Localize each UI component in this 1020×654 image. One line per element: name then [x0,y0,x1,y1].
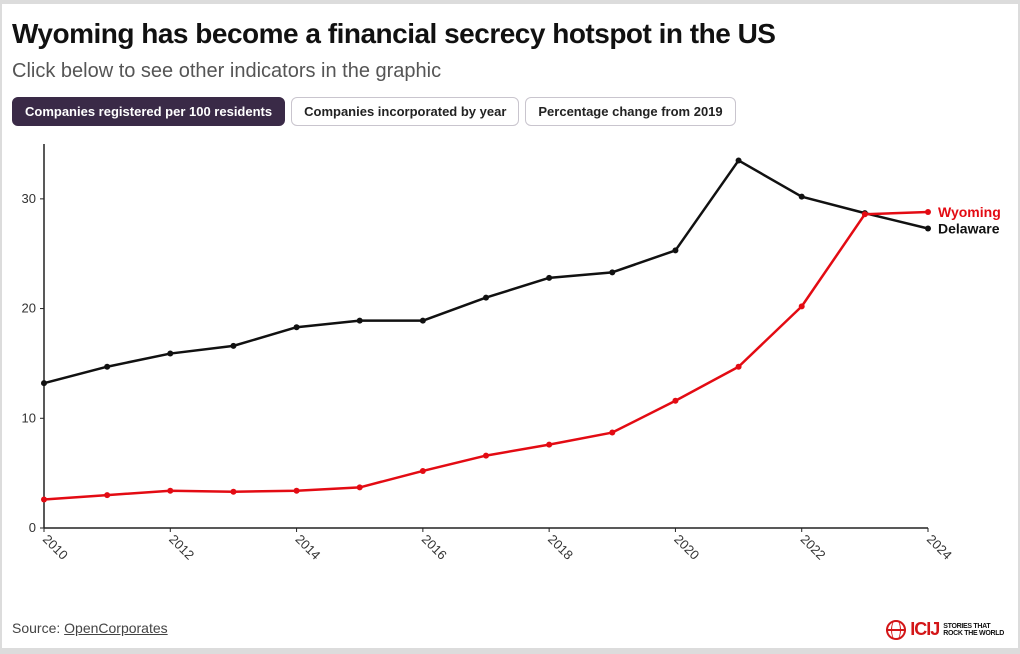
svg-text:2018: 2018 [545,532,576,563]
logo-tagline-2: ROCK THE WORLD [943,630,1004,637]
globe-icon [886,620,906,640]
tab-companies-per-100[interactable]: Companies registered per 100 residents [12,97,285,126]
svg-text:2020: 2020 [671,532,702,563]
logo-text: ICIJ [910,619,939,640]
tab-percentage-change[interactable]: Percentage change from 2019 [525,97,735,126]
indicator-tabs: Companies registered per 100 residents C… [12,97,1004,126]
page-title: Wyoming has become a financial secrecy h… [12,18,1004,50]
page-subtitle: Click below to see other indicators in t… [12,60,1004,83]
svg-text:2016: 2016 [419,532,450,563]
svg-text:2010: 2010 [40,532,71,563]
source-prefix: Source: [12,620,64,636]
chart-panel: Wyoming has become a financial secrecy h… [2,4,1018,648]
chart-svg: 0 10 20 30 2010 2012 2014 2016 2018 2020 2022 2024 D… [12,134,1012,574]
svg-text:30: 30 [22,191,36,206]
svg-text:2014: 2014 [292,532,323,563]
svg-text:Delaware: Delaware [938,220,1000,236]
logo-tagline-1: STORIES THAT [943,623,1004,630]
source-link[interactable]: OpenCorporates [64,620,168,636]
svg-text:2012: 2012 [166,532,197,563]
svg-text:0: 0 [29,520,36,535]
svg-text:2022: 2022 [798,532,829,563]
source-attribution: Source: OpenCorporates [12,620,168,636]
tab-companies-by-year[interactable]: Companies incorporated by year [291,97,519,126]
line-chart: 0 10 20 30 2010 2012 2014 2016 2018 2020 2022 2024 D… [12,134,1012,574]
svg-text:Wyoming: Wyoming [938,204,1001,220]
svg-text:20: 20 [22,301,36,316]
svg-text:2024: 2024 [924,532,955,563]
svg-text:10: 10 [22,410,36,425]
icij-logo: ICIJ STORIES THAT ROCK THE WORLD [886,619,1004,640]
